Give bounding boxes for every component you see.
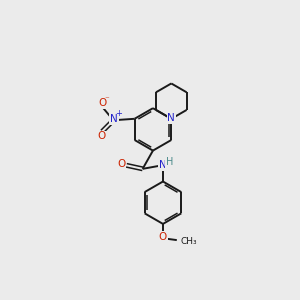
Text: ⁻: ⁻: [104, 95, 109, 104]
Text: O: O: [117, 159, 126, 169]
Text: O: O: [98, 98, 106, 108]
Text: +: +: [115, 109, 122, 118]
Text: N: N: [167, 113, 175, 123]
Text: H: H: [166, 157, 173, 167]
Text: O: O: [159, 232, 167, 242]
Text: N: N: [159, 160, 167, 170]
Text: N: N: [110, 114, 118, 124]
Text: O: O: [98, 131, 106, 142]
Text: CH₃: CH₃: [181, 237, 197, 246]
